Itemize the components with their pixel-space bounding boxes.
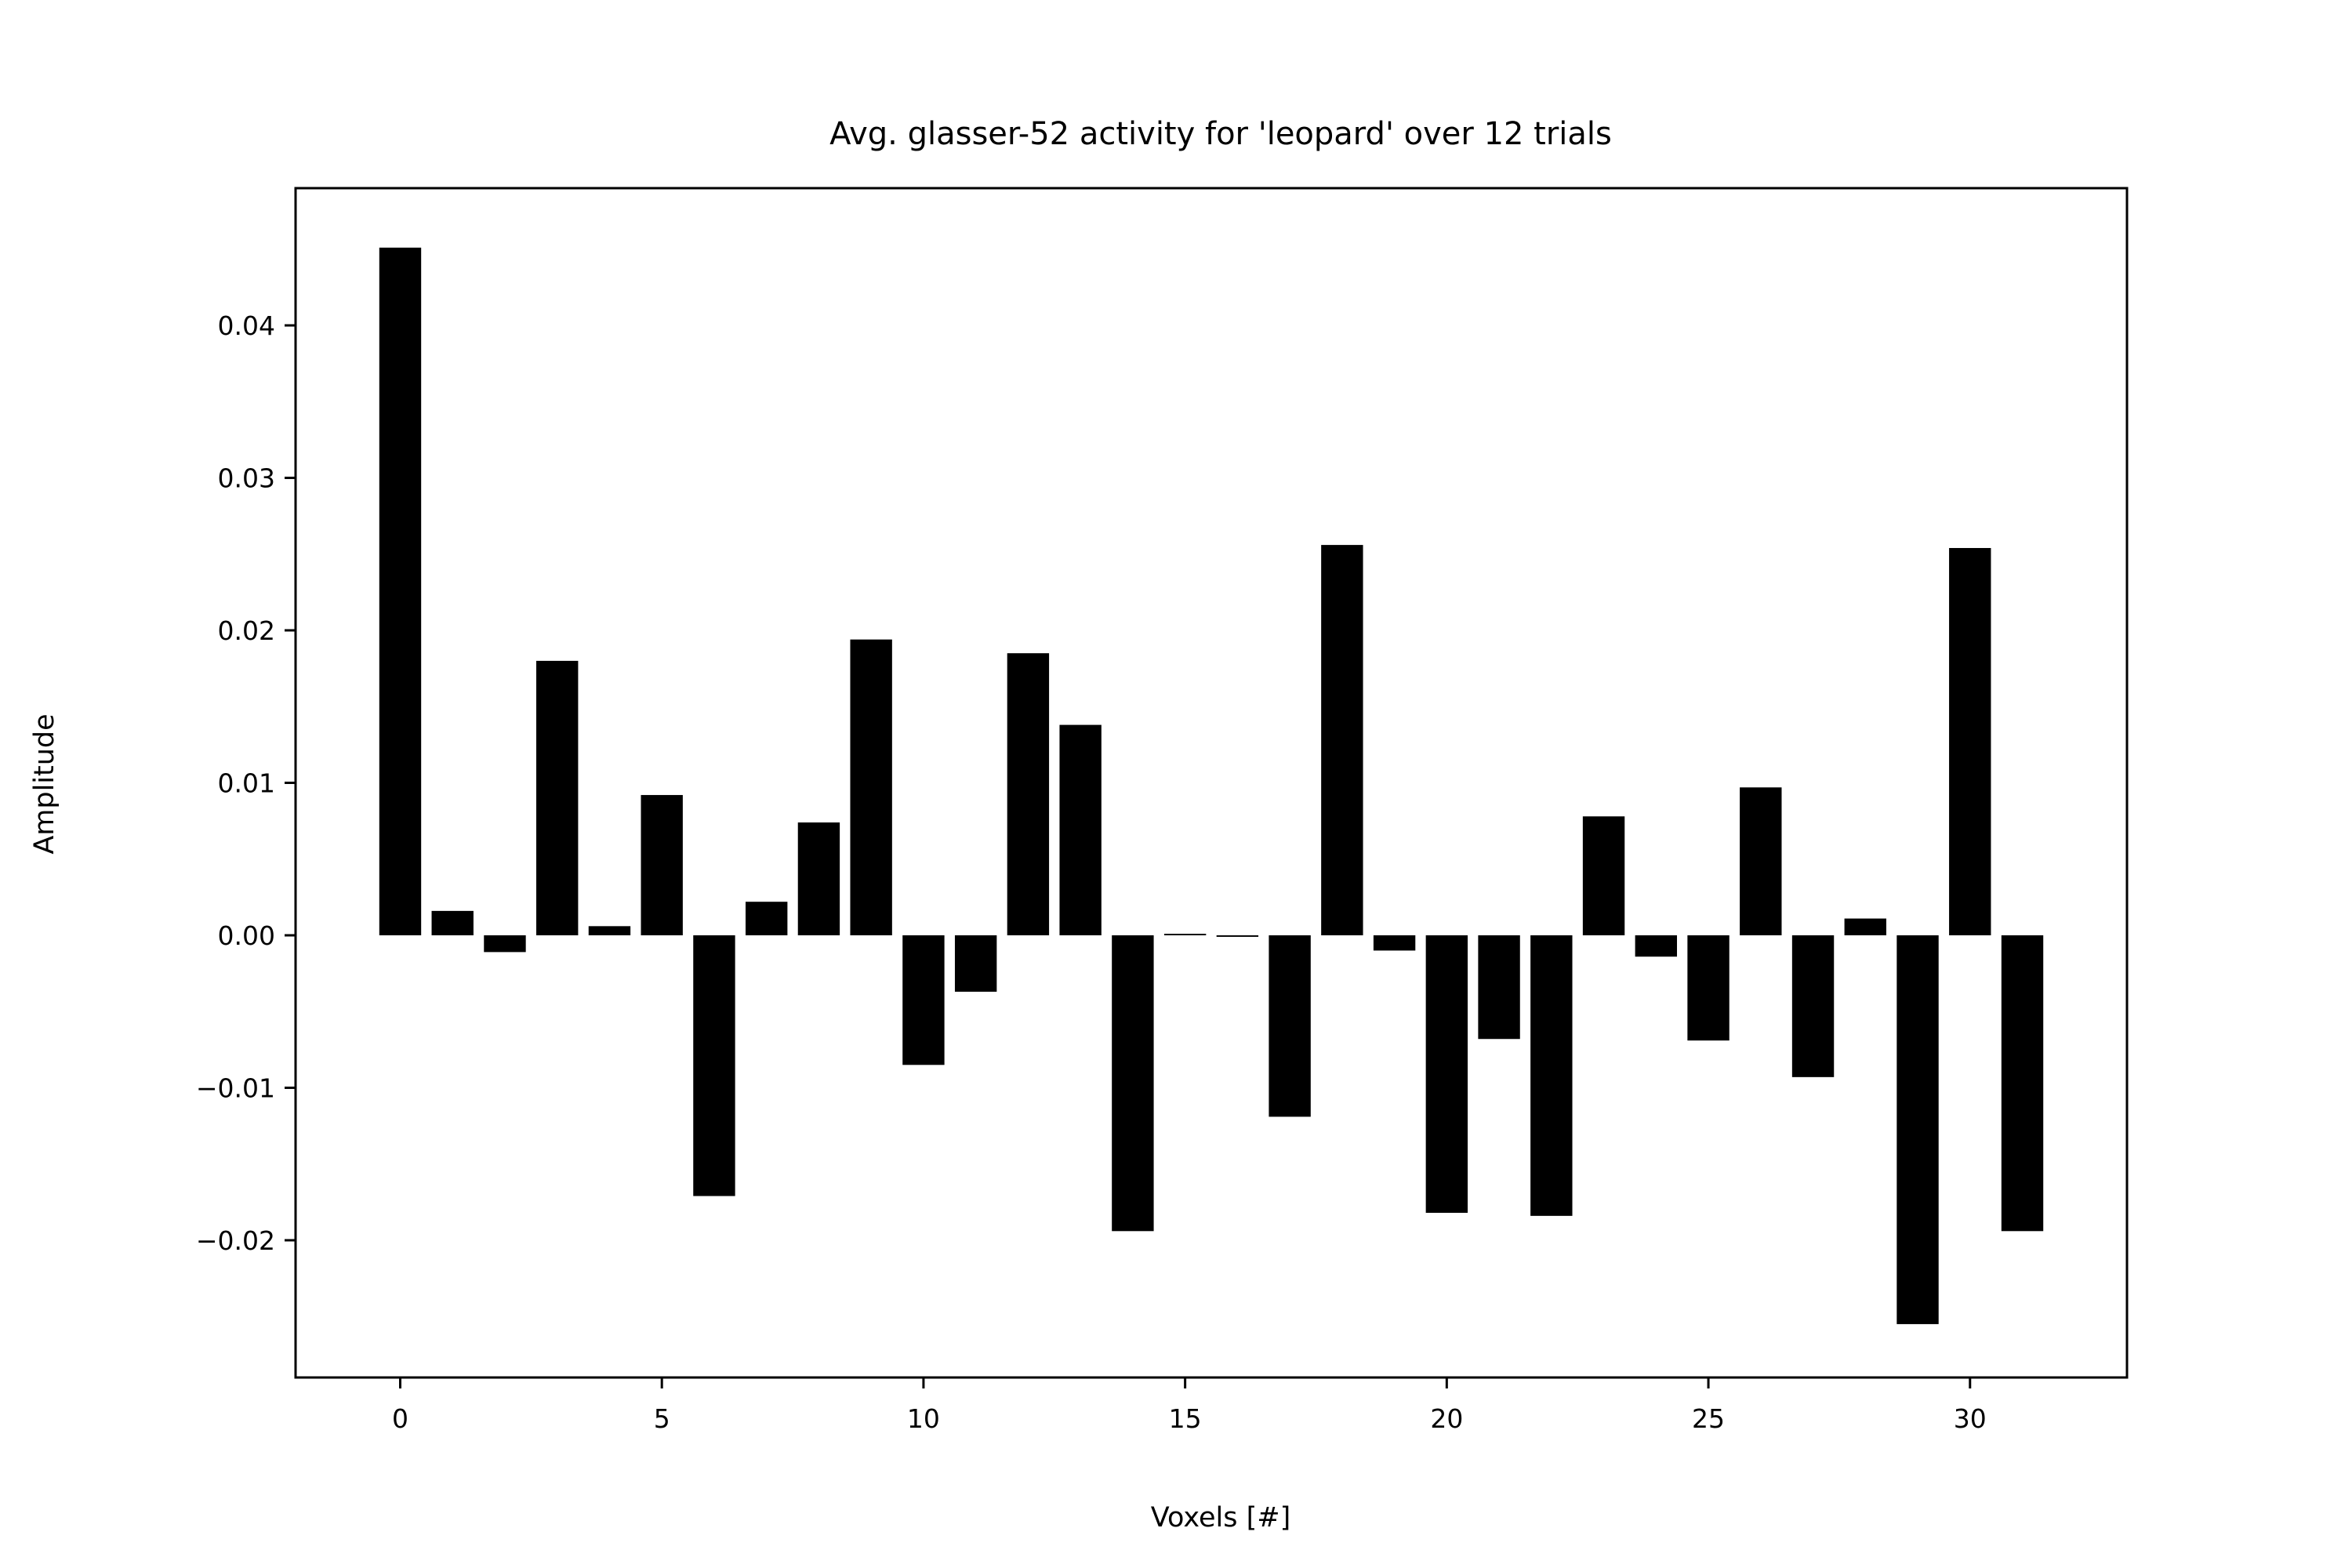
bar-voxel-20 (1425, 935, 1468, 1213)
bar-voxel-17 (1269, 935, 1311, 1117)
y-tick-label: −0.01 (196, 1073, 275, 1103)
x-axis-label: Voxels [#] (1151, 1502, 1290, 1534)
bar-voxel-25 (1687, 935, 1730, 1041)
bar-voxel-27 (1791, 935, 1835, 1077)
bar-voxel-31 (2001, 935, 2044, 1232)
bar-voxel-9 (850, 639, 892, 935)
plot-frame (294, 187, 2129, 1379)
bar-voxel-1 (431, 910, 474, 935)
y-tick-label: 0.02 (218, 615, 275, 646)
y-tick-label: −0.02 (196, 1225, 275, 1256)
y-tick-label: 0.04 (218, 310, 275, 341)
bar-voxel-19 (1373, 935, 1416, 951)
bar-voxel-29 (1896, 935, 1939, 1324)
bar-voxel-28 (1844, 918, 1886, 935)
x-tick-label: 5 (654, 1403, 670, 1434)
bar-voxel-7 (745, 902, 788, 935)
bar-voxel-13 (1059, 724, 1102, 935)
x-tick-label: 10 (907, 1403, 940, 1434)
chart-title: Avg. glasser-52 activity for 'leopard' o… (829, 116, 1612, 152)
bar-voxel-12 (1007, 653, 1050, 935)
y-ticks-group: −0.02 −0.01 0.00 0.01 0.02 0.03 0.04 (196, 310, 296, 1256)
bar-voxel-21 (1478, 935, 1520, 1040)
y-axis-label: Amplitude (29, 713, 60, 854)
x-ticks-group: 0 5 10 15 20 25 30 (392, 1377, 1987, 1434)
y-tick-label: 0.01 (218, 768, 275, 799)
bar-voxel-6 (693, 935, 735, 1196)
bar-voxel-3 (536, 660, 579, 935)
x-tick-label: 30 (1954, 1403, 1987, 1434)
x-tick-label: 0 (392, 1403, 408, 1434)
bar-voxel-11 (954, 935, 997, 992)
bar-voxel-15 (1163, 934, 1207, 935)
y-tick-label: 0.00 (218, 920, 275, 951)
bar-voxel-18 (1321, 545, 1363, 935)
bar-voxel-14 (1112, 935, 1154, 1232)
x-tick-label: 20 (1430, 1403, 1463, 1434)
bar-voxel-23 (1582, 816, 1625, 935)
bar-voxel-26 (1740, 787, 1782, 935)
x-tick-label: 25 (1692, 1403, 1725, 1434)
bar-voxel-2 (484, 935, 526, 953)
bar-voxel-10 (902, 935, 945, 1065)
bar-voxel-4 (588, 926, 631, 935)
bar-voxel-16 (1216, 935, 1259, 937)
bar-voxel-8 (797, 822, 840, 935)
bar-voxel-30 (1949, 547, 1991, 935)
bars-group (379, 247, 2044, 1324)
bar-voxel-24 (1635, 935, 1678, 957)
bar-voxel-0 (379, 247, 422, 935)
bar-voxel-5 (641, 795, 683, 935)
y-tick-label: 0.03 (218, 463, 275, 494)
bar-voxel-22 (1530, 935, 1573, 1216)
x-tick-label: 15 (1169, 1403, 1202, 1434)
